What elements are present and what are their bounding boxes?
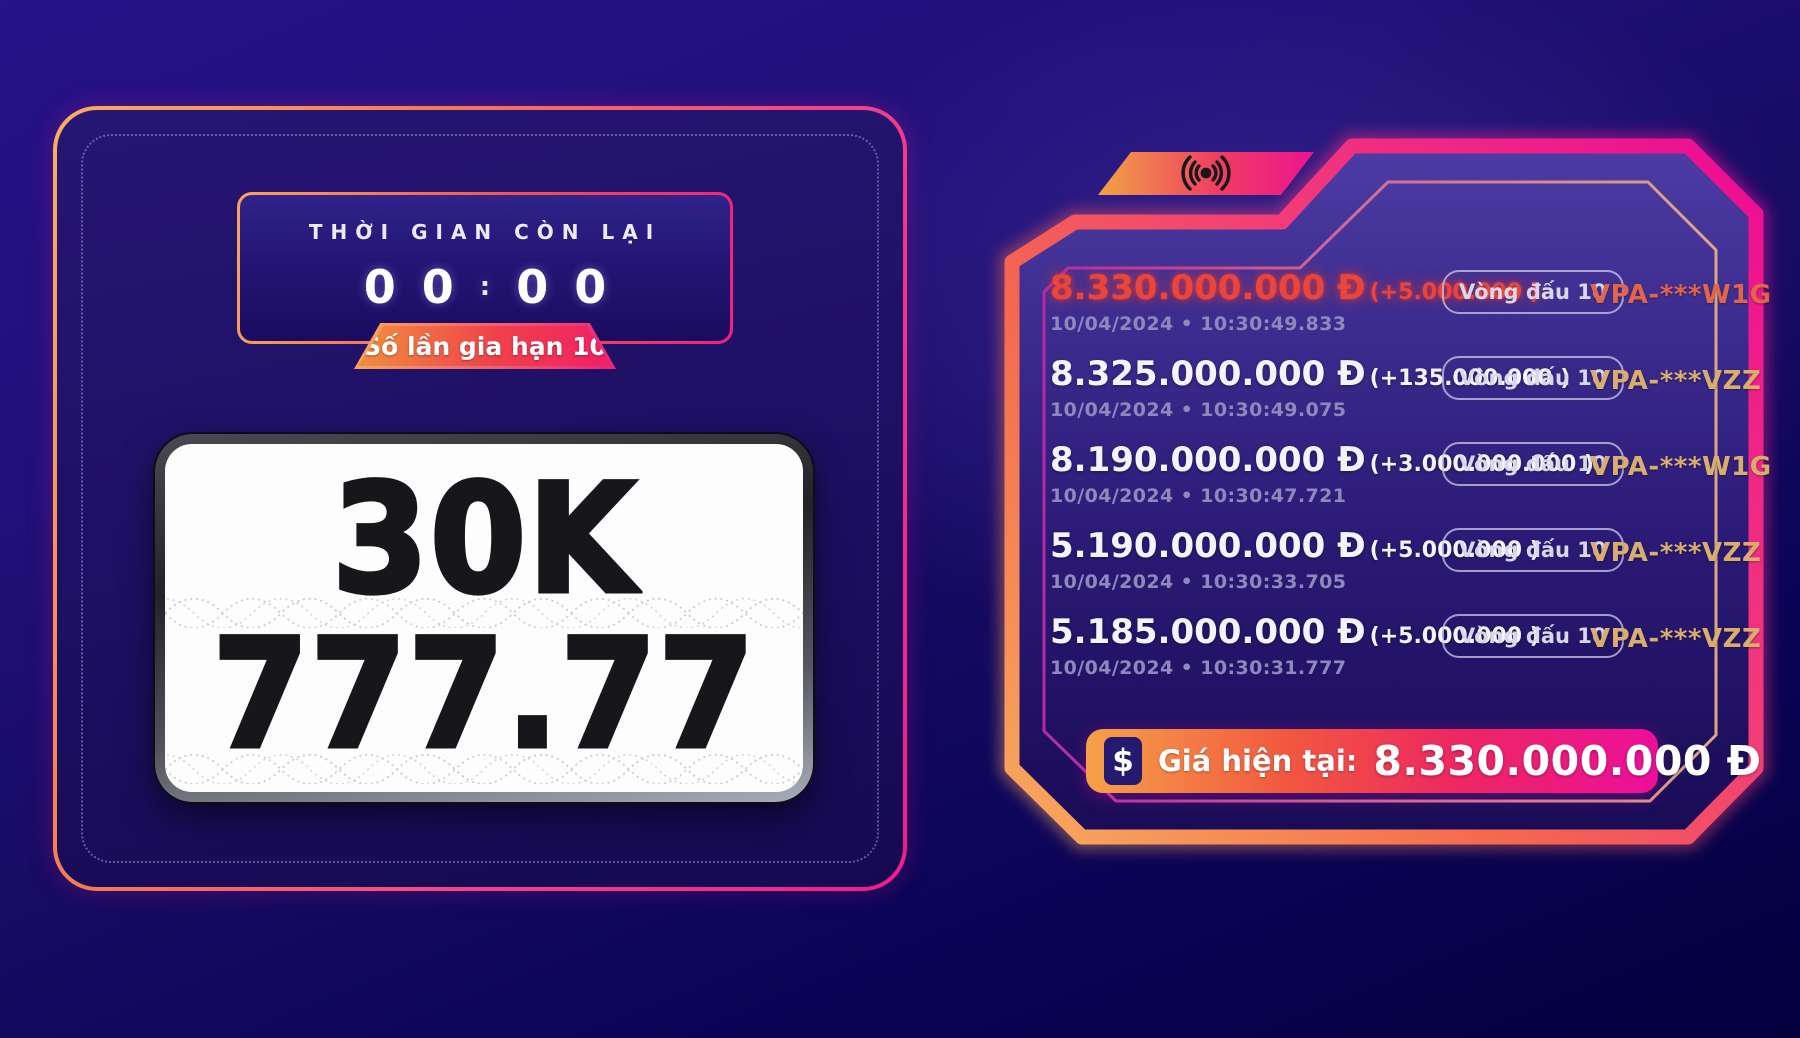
license-plate-face: 30K 777.77 <box>165 444 803 792</box>
bid-row: 5.185.000.000 Đ (+5.000.000 ) 10/04/2024 … <box>1050 612 1762 698</box>
bid-row: 8.330.000.000 Đ (+5.000.000 ) 10/04/2024 … <box>1050 268 1772 354</box>
extension-badge-frame: Số lần gia hạn 10 <box>354 323 616 369</box>
left-panel: THỜI GIAN CÒN LẠI 00 : 00 Số lần gia hạn… <box>53 106 907 891</box>
dollar-glyph: $ <box>1112 743 1134 779</box>
bidder-code: VPA-***VZZ <box>1590 366 1762 396</box>
bid-row: 8.325.000.000 Đ (+135.000.000 ) 10/04/202… <box>1050 354 1762 440</box>
bid-amount: 8.325.000.000 Đ <box>1050 354 1366 394</box>
timer-minutes: 00 <box>363 260 480 314</box>
extension-badge: Số lần gia hạn 10 <box>358 326 612 366</box>
bid-timestamp: 10/04/2024 • 10:30:33.705 <box>1050 571 1347 593</box>
bid-amount: 5.185.000.000 Đ <box>1050 612 1366 652</box>
bid-timestamp: 10/04/2024 • 10:30:31.777 <box>1050 657 1347 679</box>
timer-title: THỜI GIAN CÒN LẠI <box>308 220 662 244</box>
left-panel-body: THỜI GIAN CÒN LẠI 00 : 00 Số lần gia hạn… <box>57 110 903 887</box>
bidder-code: VPA-***VZZ <box>1590 538 1762 568</box>
plate-digits: 777.77 <box>210 608 756 782</box>
dollar-icon: $ <box>1104 737 1142 785</box>
bid-timestamp: 10/04/2024 • 10:30:49.075 <box>1050 399 1347 421</box>
bid-amount: 8.190.000.000 Đ <box>1050 440 1366 480</box>
bid-row: 8.190.000.000 Đ (+3.000.000.000 ) 10/04/2… <box>1050 440 1772 526</box>
bidder-code: VPA-***W1G <box>1590 280 1772 310</box>
countdown-timer-body: THỜI GIAN CÒN LẠI 00 : 00 <box>240 195 730 341</box>
bidder-code: VPA-***W1G <box>1590 452 1772 482</box>
plate-number: 30K 777.77 <box>165 444 803 792</box>
watermark-wave-pattern-bottom <box>165 754 803 784</box>
timer-digits: 00 : 00 <box>364 260 606 314</box>
watermark-wave-pattern-top <box>165 598 803 628</box>
extension-count-label: Số lần gia hạn 10 <box>363 331 607 361</box>
bidder-code: VPA-***VZZ <box>1590 624 1762 654</box>
timer-seconds: 00 <box>516 260 633 314</box>
timer-colon: : <box>479 272 491 302</box>
current-price-label: Giá hiện tại: <box>1158 744 1358 778</box>
bid-list: 8.330.000.000 Đ (+5.000.000 ) 10/04/2024 … <box>1050 268 1772 698</box>
bid-row: 5.190.000.000 Đ (+5.000.000 ) 10/04/2024 … <box>1050 526 1762 612</box>
plate-series: 30K <box>329 453 637 627</box>
bid-amount: 5.190.000.000 Đ <box>1050 526 1366 566</box>
countdown-timer-panel: THỜI GIAN CÒN LẠI 00 : 00 Số lần gia hạn… <box>237 192 733 369</box>
bid-timestamp: 10/04/2024 • 10:30:47.721 <box>1050 485 1347 507</box>
license-plate: 30K 777.77 <box>155 434 813 802</box>
bid-timestamp: 10/04/2024 • 10:30:49.833 <box>1050 313 1347 335</box>
current-price-bar: $ Giá hiện tại: 8.330.000.000 Đ <box>1086 729 1761 793</box>
bid-amount: 8.330.000.000 Đ <box>1050 268 1366 308</box>
current-price-value: 8.330.000.000 Đ <box>1373 737 1762 785</box>
